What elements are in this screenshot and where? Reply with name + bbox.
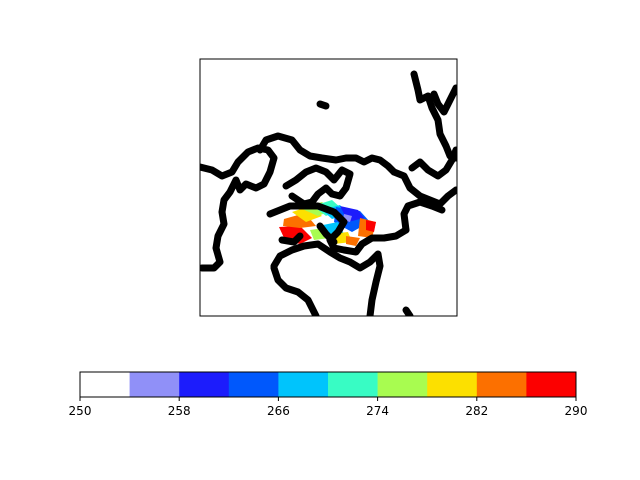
colorbar-tick-label: 282: [465, 404, 488, 418]
colorbar-ticks: 250 258 266 274 282 290: [69, 397, 588, 418]
coastline-italy: [316, 222, 338, 246]
colorbar-cell-0: [80, 372, 130, 397]
colorbar-cell-6: [377, 372, 428, 397]
coastline-iberia: [278, 232, 304, 246]
colorbar-tick-label: 258: [168, 404, 191, 418]
coastline-island-small: [316, 100, 330, 110]
coastline-russia: [390, 168, 457, 208]
colorbar-cell-2: [179, 372, 230, 397]
field-red-east: [366, 220, 376, 232]
map-panel: [199, 58, 458, 317]
colorbar-cell-1: [129, 372, 180, 397]
colorbar-outline: [79, 371, 577, 398]
coastline-scandinavia: [200, 144, 278, 272]
colorbar-tick-label: 290: [565, 404, 588, 418]
colorbar-cell-7: [427, 372, 478, 397]
colorbar-cell-8: [476, 372, 527, 397]
map-frame: [199, 58, 458, 317]
colorbar: 250 258 266 274 282 290: [69, 371, 588, 418]
colorbar-cell-4: [278, 372, 329, 397]
coastline-africa-north: [270, 264, 320, 316]
coastline-novaya-zemlya: [430, 84, 457, 116]
colorbar-cell-5: [328, 372, 378, 397]
coastline-black-sea: [400, 198, 446, 234]
colorbar-cell-9: [526, 372, 577, 397]
coastline-mediterranean: [270, 240, 384, 316]
coastline-east: [402, 306, 414, 316]
colorbar-tick-label: 250: [69, 404, 92, 418]
colorbar-cells: [80, 372, 577, 397]
colorbar-tick-label: 274: [366, 404, 389, 418]
colorbar-tick-label: 266: [267, 404, 290, 418]
coastline-arctic-islands: [410, 70, 457, 162]
coastline-north-loop: [256, 132, 398, 176]
coastlines: [200, 70, 457, 316]
field-orange-south: [346, 236, 360, 246]
colorbar-cell-3: [228, 372, 279, 397]
